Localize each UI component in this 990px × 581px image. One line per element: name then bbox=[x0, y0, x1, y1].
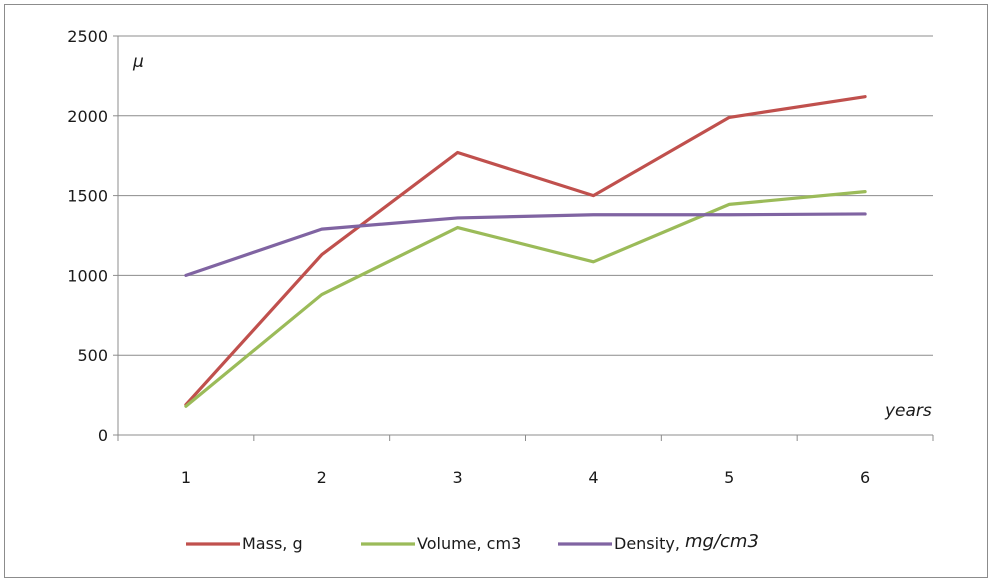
legend: Mass, g Volume, cm3 Density, mg/cm3 bbox=[186, 531, 759, 553]
x-tick-labels: 1 2 3 4 5 6 bbox=[181, 468, 870, 487]
y-tick-label: 1000 bbox=[67, 266, 108, 285]
x-tick-label: 5 bbox=[724, 468, 734, 487]
legend-label: Mass, g bbox=[242, 534, 303, 553]
y-tick-labels: 0 500 1000 1500 2000 2500 bbox=[67, 27, 108, 445]
y-tick-label: 0 bbox=[98, 426, 108, 445]
series-line-1 bbox=[184, 95, 867, 407]
x-tick-label: 2 bbox=[317, 468, 327, 487]
y-axis-label: μ bbox=[132, 52, 144, 72]
y-tick-label: 2000 bbox=[67, 107, 108, 126]
legend-label: Density, mg/cm3 bbox=[614, 531, 759, 553]
x-axis-label: years bbox=[884, 401, 932, 421]
y-tick-label: 500 bbox=[77, 346, 108, 365]
line-chart: 0 500 1000 1500 2000 2500 1 2 3 4 5 6 μ years Mass… bbox=[67, 27, 934, 553]
chart-frame: 0 500 1000 1500 2000 2500 1 2 3 4 5 6 μ years Mass… bbox=[4, 4, 988, 578]
x-tick-label: 6 bbox=[860, 468, 870, 487]
series-lines bbox=[184, 95, 867, 408]
series-line-3 bbox=[184, 212, 867, 277]
y-tick-label: 1500 bbox=[67, 187, 108, 206]
x-tick-label: 3 bbox=[452, 468, 462, 487]
x-tick-label: 4 bbox=[588, 468, 598, 487]
legend-label: Volume, cm3 bbox=[417, 534, 521, 553]
y-tick-label: 2500 bbox=[67, 27, 108, 46]
grid-lines bbox=[118, 35, 933, 356]
series-line-2 bbox=[184, 190, 867, 408]
x-tick-label: 1 bbox=[181, 468, 191, 487]
axes bbox=[113, 35, 934, 441]
